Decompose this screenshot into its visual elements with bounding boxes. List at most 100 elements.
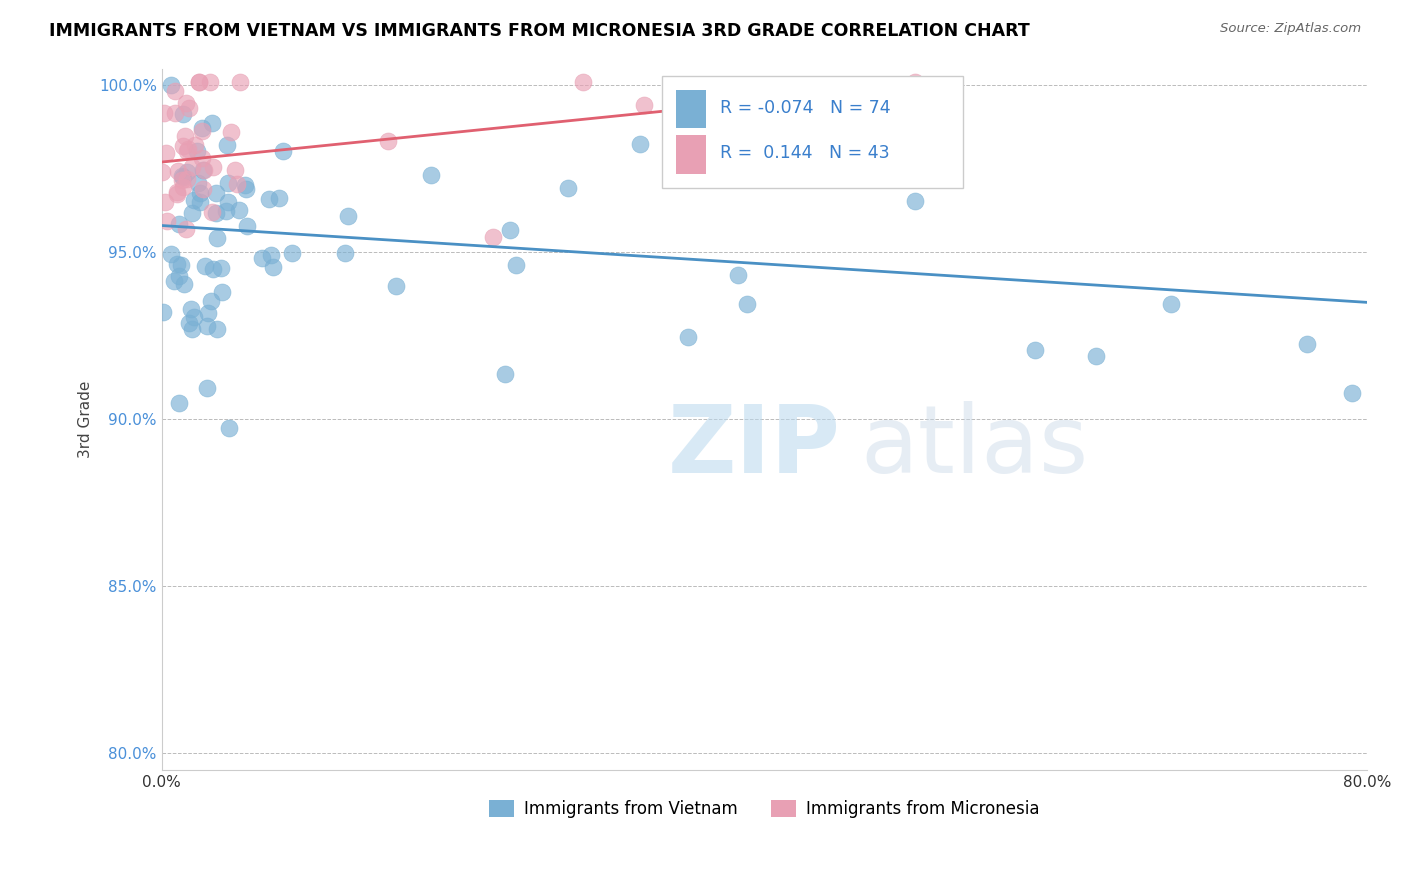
Point xyxy=(183,310,205,324)
Point xyxy=(179,316,201,330)
Point xyxy=(557,181,579,195)
Point xyxy=(201,160,224,174)
Point xyxy=(505,258,527,272)
Point xyxy=(219,124,242,138)
Point xyxy=(197,306,219,320)
Point xyxy=(337,209,360,223)
Point xyxy=(188,186,211,200)
Point xyxy=(335,245,357,260)
Bar xyxy=(676,136,706,174)
Point xyxy=(494,368,516,382)
Point xyxy=(176,172,198,186)
Point xyxy=(267,191,290,205)
Point xyxy=(217,194,239,209)
Text: R = -0.074   N = 74: R = -0.074 N = 74 xyxy=(720,99,890,117)
Point xyxy=(280,246,302,260)
Point xyxy=(236,219,259,234)
Point xyxy=(166,164,188,178)
Text: IMMIGRANTS FROM VIETNAM VS IMMIGRANTS FROM MICRONESIA 3RD GRADE CORRELATION CHAR: IMMIGRANTS FROM VIETNAM VS IMMIGRANTS FR… xyxy=(49,22,1031,40)
Text: ZIP: ZIP xyxy=(668,401,841,493)
Point xyxy=(201,262,224,277)
Point xyxy=(176,142,198,156)
Point xyxy=(233,178,256,192)
Point xyxy=(176,144,198,158)
Point xyxy=(153,106,176,120)
Point xyxy=(1084,349,1107,363)
Point xyxy=(217,177,239,191)
Point xyxy=(200,293,222,308)
Point xyxy=(166,186,188,200)
Point xyxy=(205,322,228,336)
Point xyxy=(482,230,505,244)
Point xyxy=(235,182,257,196)
Point xyxy=(191,121,214,136)
Point xyxy=(173,277,195,292)
Point xyxy=(167,268,190,283)
Point xyxy=(384,278,406,293)
Point xyxy=(167,395,190,409)
Point xyxy=(229,75,252,89)
Point xyxy=(676,330,699,344)
Point xyxy=(191,162,214,177)
Point xyxy=(211,285,233,300)
Point xyxy=(377,134,399,148)
Point xyxy=(174,95,197,110)
Text: R =  0.144   N = 43: R = 0.144 N = 43 xyxy=(720,145,889,162)
Point xyxy=(813,142,835,156)
Point xyxy=(681,112,703,126)
Point xyxy=(166,186,188,201)
Text: Source: ZipAtlas.com: Source: ZipAtlas.com xyxy=(1220,22,1361,36)
Point xyxy=(170,258,193,272)
Text: atlas: atlas xyxy=(860,401,1088,493)
Point xyxy=(160,78,183,93)
Point xyxy=(225,177,247,191)
Point xyxy=(172,172,194,186)
Point xyxy=(873,89,896,103)
Point xyxy=(271,145,294,159)
Point xyxy=(218,421,240,435)
Point xyxy=(174,222,197,236)
Point xyxy=(633,98,655,112)
Point xyxy=(181,205,204,219)
Point xyxy=(190,194,212,209)
Point xyxy=(180,301,202,316)
Point xyxy=(184,137,207,152)
Point xyxy=(183,193,205,207)
Point xyxy=(155,145,177,160)
Point xyxy=(262,260,284,274)
Point xyxy=(180,322,202,336)
Point xyxy=(628,136,651,151)
Point xyxy=(170,169,193,183)
Point xyxy=(257,192,280,206)
Point xyxy=(156,214,179,228)
Point xyxy=(1160,297,1182,311)
Point xyxy=(153,194,176,209)
Point xyxy=(224,163,246,178)
Point xyxy=(187,75,209,89)
Point xyxy=(172,170,194,185)
Point xyxy=(723,111,745,125)
Point xyxy=(727,268,749,283)
Point xyxy=(195,318,218,333)
Point xyxy=(150,165,173,179)
Point xyxy=(191,182,214,196)
Point xyxy=(737,297,759,311)
Point xyxy=(160,246,183,260)
Point xyxy=(194,259,217,273)
Point xyxy=(163,84,186,98)
Point xyxy=(172,107,194,121)
Point xyxy=(200,116,222,130)
Point xyxy=(215,203,238,218)
Point xyxy=(191,123,214,137)
Point xyxy=(163,274,186,288)
Point xyxy=(193,163,215,178)
Point xyxy=(198,75,221,89)
Point xyxy=(181,160,204,174)
Point xyxy=(205,230,228,244)
Y-axis label: 3rd Grade: 3rd Grade xyxy=(79,381,93,458)
Point xyxy=(173,128,195,143)
Point xyxy=(499,223,522,237)
Point xyxy=(904,75,927,89)
Point xyxy=(186,145,208,159)
Point xyxy=(187,75,209,89)
